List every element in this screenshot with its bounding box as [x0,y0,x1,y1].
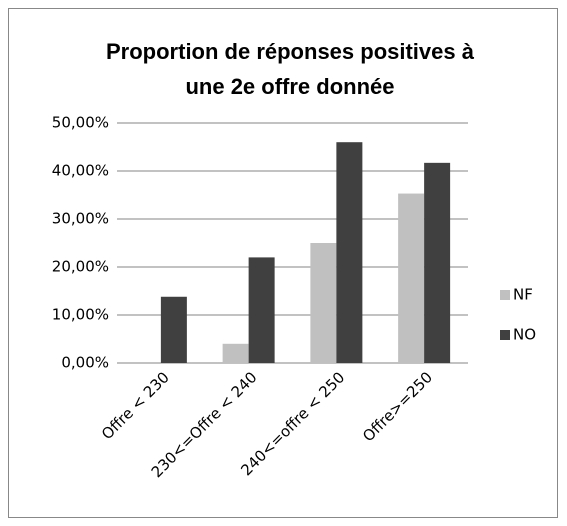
chart-title: une 2e offre donnée [185,74,394,99]
y-tick-label: 50,00% [52,114,109,132]
legend-swatch [500,330,510,340]
bar [424,162,451,363]
y-tick-label: 0,00% [61,354,109,372]
y-tick-label: 40,00% [52,162,109,180]
y-tick-label: 20,00% [52,258,109,276]
legend-label: NF [513,286,533,304]
bar [398,193,425,363]
legend-label: NO [513,326,536,344]
bar [160,296,187,363]
chart-border [8,8,558,518]
bar [336,142,363,363]
bar [222,343,249,363]
y-tick-label: 10,00% [52,306,109,324]
legend-swatch [500,290,510,300]
bar [310,243,337,363]
bar [248,257,275,363]
chart-title: Proportion de réponses positives à [106,39,475,64]
y-tick-label: 30,00% [52,210,109,228]
